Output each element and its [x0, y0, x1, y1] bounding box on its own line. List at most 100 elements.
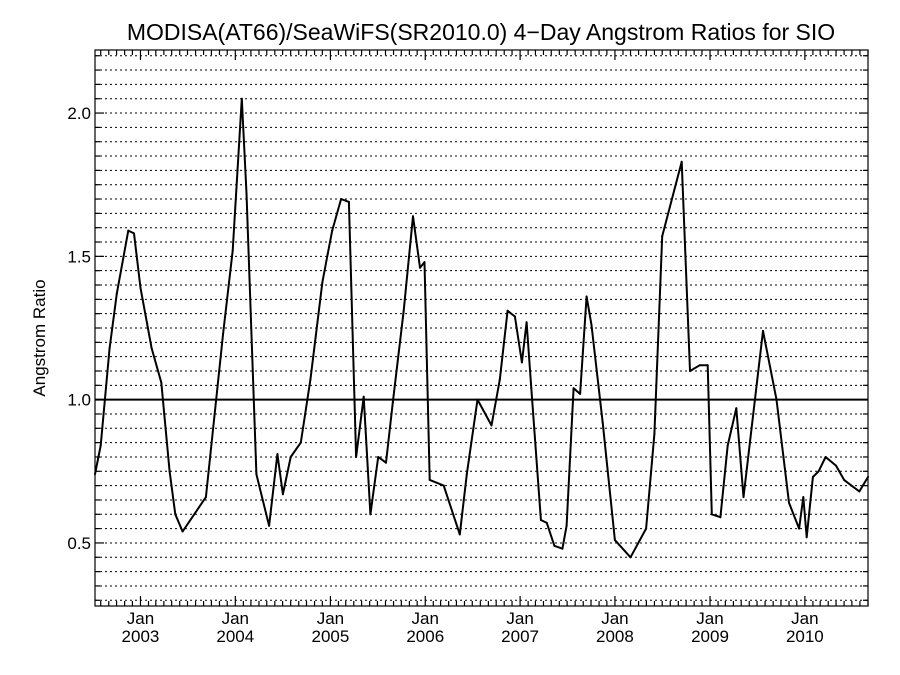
series-point: [498, 378, 501, 381]
series-point: [698, 364, 701, 367]
series-point: [391, 401, 394, 404]
series-point: [245, 192, 248, 195]
y-tick-label: 2.0: [67, 104, 91, 123]
series-point: [545, 521, 548, 524]
series-point: [553, 544, 556, 547]
series-point: [326, 252, 329, 255]
series-point: [506, 309, 509, 312]
series-point: [442, 484, 445, 487]
series-point: [689, 370, 691, 372]
x-tick-year-label: 2010: [786, 627, 824, 646]
series-point: [281, 493, 284, 496]
series-point: [561, 547, 564, 550]
series-point: [742, 496, 745, 499]
series-points: [94, 97, 869, 559]
series-point: [590, 324, 593, 327]
series-point: [843, 478, 846, 481]
series-point: [428, 478, 431, 481]
series-point: [710, 513, 713, 516]
x-tick-month-label: Jan: [222, 609, 249, 628]
series-point: [802, 496, 805, 499]
series-point: [824, 456, 827, 458]
x-tick-month-label: Jan: [506, 609, 533, 628]
x-tick-year-label: 2004: [216, 627, 254, 646]
series-point: [680, 160, 683, 163]
series-point: [231, 249, 234, 252]
x-tick-month-label: Jan: [127, 609, 154, 628]
series-point: [268, 524, 271, 527]
series-point: [579, 392, 582, 395]
series-point: [601, 421, 604, 424]
series-point: [289, 456, 292, 458]
series-point: [858, 490, 861, 493]
series-point: [150, 347, 153, 350]
series-point: [331, 229, 334, 232]
x-tick-month-label: Jan: [412, 609, 439, 628]
series-point: [719, 516, 722, 519]
chart-title: MODISA(AT66)/SeaWiFS(SR2010.0) 4−Day Ang…: [127, 19, 835, 45]
horizontal-grid: [95, 55, 868, 601]
x-tick-year-label: 2006: [406, 627, 444, 646]
series-point: [613, 539, 616, 542]
series-point: [706, 364, 709, 367]
series-point: [108, 347, 111, 350]
y-tick-label: 1.5: [67, 247, 91, 266]
series-point: [419, 266, 421, 269]
series-point: [94, 473, 96, 476]
series-point: [850, 484, 853, 487]
x-tick-year-label: 2007: [501, 627, 539, 646]
series-point: [412, 215, 414, 218]
series-point: [204, 496, 207, 499]
series-point: [181, 530, 184, 533]
series-point: [476, 398, 479, 401]
series-point: [465, 473, 468, 476]
series-point: [645, 527, 648, 530]
series-point: [653, 433, 656, 435]
series-point: [299, 441, 302, 444]
series-point: [347, 200, 350, 203]
series-point: [115, 292, 118, 295]
series-point: [565, 524, 568, 527]
x-tick-year-label: 2008: [596, 627, 634, 646]
series-point: [385, 461, 387, 464]
series-point: [490, 424, 493, 427]
series-point: [811, 476, 814, 478]
series-point: [369, 513, 372, 516]
series-point: [255, 473, 258, 476]
series-point: [735, 407, 738, 410]
series-point: [726, 444, 729, 447]
series-point: [276, 453, 279, 456]
series-point: [377, 456, 380, 458]
x-tick-month-label: Jan: [601, 609, 628, 628]
series-point: [539, 519, 542, 521]
series-point: [788, 501, 790, 504]
series-point: [835, 464, 837, 467]
x-tick-year-label: 2009: [691, 627, 729, 646]
x-tick-month-label: Jan: [696, 609, 723, 628]
series-point: [629, 556, 632, 559]
series-point: [127, 229, 130, 232]
series-point: [458, 533, 461, 536]
y-tick-label: 1.0: [67, 391, 91, 410]
series-point: [133, 232, 135, 235]
axis-ticks: [95, 50, 869, 606]
x-tick-year-label: 2003: [122, 627, 160, 646]
series-point: [355, 456, 358, 458]
series-point: [585, 295, 588, 298]
series-point: [817, 470, 820, 473]
series-point: [362, 395, 365, 398]
x-tick-labels: Jan2003Jan2004Jan2005Jan2006Jan2007Jan20…: [122, 609, 824, 646]
series-point: [309, 378, 312, 381]
series-point: [572, 387, 575, 390]
series-point: [513, 315, 516, 318]
series-point: [99, 444, 102, 447]
x-tick-month-label: Jan: [317, 609, 344, 628]
series-point: [321, 281, 324, 284]
series-point: [423, 261, 426, 264]
series-point: [160, 381, 163, 384]
series-point: [240, 97, 243, 100]
series-point: [402, 309, 405, 312]
series-point: [530, 387, 533, 390]
series-point: [222, 332, 225, 335]
